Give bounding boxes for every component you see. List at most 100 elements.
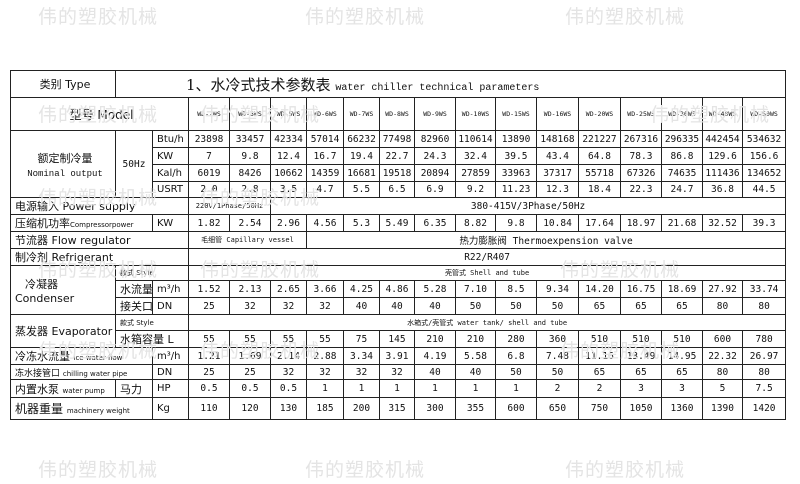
evaporator-style-label: 款式 Style: [115, 314, 189, 331]
pump-cell: 0.5: [188, 379, 230, 398]
condenser-flow-cell: 9.34: [536, 280, 579, 298]
condenser-port-cell: 50: [536, 297, 579, 315]
compressor-cell: 10.84: [536, 214, 579, 232]
condenser-port-unit: DN: [152, 297, 189, 315]
nominal-cell: 24.7: [661, 181, 703, 198]
model-cell: WD-16WS: [536, 97, 579, 131]
tank-cell: 145: [379, 330, 415, 348]
model-cell: WD-40WS: [702, 97, 743, 131]
compressor-cell: 32.52: [702, 214, 743, 232]
nominal-cell: 267316: [620, 130, 662, 148]
nominal-cell: 22.3: [620, 181, 662, 198]
chilling-pipe-cell: 80: [702, 364, 743, 380]
nominal-cell: 148168: [536, 130, 579, 148]
chilling-pipe-cell: 32: [306, 364, 344, 380]
flow-regulator-large: 热力膨胀阀 Thermoexpension valve: [305, 231, 787, 249]
condenser-flow-cell: 33.74: [741, 280, 787, 298]
flow-regulator-label: 节流器 Flow regulator: [10, 231, 189, 249]
tank-cell: 280: [495, 330, 537, 348]
condenser-label-cn: 冷凝器: [25, 277, 58, 291]
nominal-cell: 12.3: [536, 181, 579, 198]
weight-cell: 120: [229, 397, 271, 420]
nominal-cell: 9.8: [229, 147, 271, 165]
nominal-cell: 22.7: [379, 147, 415, 165]
condenser-port-cell: 25: [188, 297, 230, 315]
refrigerant-label: 制冷剂 Refrigerant: [10, 248, 189, 266]
weight-cell: 315: [379, 397, 415, 420]
compressor-cell: 5.49: [379, 214, 415, 232]
weight-cell: 110: [188, 397, 230, 420]
nominal-cell: 64.8: [578, 147, 621, 165]
specs-table: 类别 Type 1、水冷式技术参数表 water chiller technic…: [10, 70, 787, 420]
nominal-unit: Btu/h: [152, 130, 189, 148]
nominal-cell: 39.5: [495, 147, 537, 165]
nominal-cell: 33457: [229, 130, 271, 148]
refrigerant-value: R22/R407: [187, 248, 787, 266]
weight-cell: 300: [414, 397, 456, 420]
chilling-pipe-cell: 25: [229, 364, 271, 380]
chilling-pipe-cell: 40: [414, 364, 456, 380]
condenser-port-cell: 40: [379, 297, 415, 315]
model-label: 型号 Model: [10, 97, 189, 131]
weight-cell: 185: [306, 397, 344, 420]
nominal-cell: 2.8: [229, 181, 271, 198]
chilling-pipe-cell: 50: [536, 364, 579, 380]
condenser-flow-cell: 2.13: [229, 280, 271, 298]
nominal-cell: 110614: [455, 130, 496, 148]
nominal-cell: 20894: [414, 164, 456, 182]
condenser-port-cell: 40: [414, 297, 456, 315]
ice-water-cell: 2.14: [270, 347, 307, 365]
condenser-flow-label: 水流量: [115, 280, 153, 298]
chilling-pipe-cell: 32: [270, 364, 307, 380]
flow-regulator-small: 毛细管 Capillary vessel: [188, 231, 307, 249]
condenser-flow-cell: 2.65: [270, 280, 307, 298]
nominal-cell: 23898: [188, 130, 230, 148]
nominal-unit: USRT: [152, 181, 189, 198]
tank-cell: 780: [741, 330, 787, 348]
pump-label: 内置水泵 water pump: [10, 379, 116, 398]
ice-water-cell: 3.34: [343, 347, 380, 365]
compressor-cell: 5.3: [343, 214, 380, 232]
nominal-cell: 442454: [702, 130, 743, 148]
compressor-cell: 6.35: [414, 214, 456, 232]
condenser-flow-cell: 16.75: [620, 280, 662, 298]
nominal-cell: 3.5: [270, 181, 307, 198]
type-label: 类别 Type: [10, 70, 116, 98]
pump-cell: 0.5: [229, 379, 271, 398]
condenser-flow-cell: 1.52: [188, 280, 230, 298]
nominal-label-en: Nominal output: [27, 168, 103, 179]
nominal-cell: 19518: [379, 164, 415, 182]
nominal-cell: 296335: [661, 130, 703, 148]
pump-unit: HP: [152, 379, 189, 398]
watermark: 伟的塑胶机械: [305, 459, 426, 481]
weight-cell: 130: [270, 397, 307, 420]
nominal-cell: 111436: [702, 164, 743, 182]
nominal-cell: 7: [188, 147, 230, 165]
compressor-cell: 2.96: [270, 214, 307, 232]
condenser-style-value: 壳管式 Shell and tube: [187, 265, 787, 281]
weight-cell: 750: [578, 397, 621, 420]
nominal-cell: 42334: [270, 130, 307, 148]
watermark: 伟的塑胶机械: [565, 6, 686, 28]
nominal-cell: 33963: [495, 164, 537, 182]
compressor-cell: 4.56: [306, 214, 344, 232]
condenser-port-cell: 50: [495, 297, 537, 315]
chilling-pipe-unit: DN: [152, 364, 189, 380]
nominal-cell: 16681: [343, 164, 380, 182]
ice-water-label-cn: 冷冻水流量: [15, 350, 70, 363]
tank-label: 水箱容量 L: [115, 330, 189, 348]
condenser-flow-cell: 27.92: [702, 280, 743, 298]
compressor-unit: KW: [152, 214, 189, 232]
condenser-flow-cell: 4.25: [343, 280, 380, 298]
compressor-cell: 8.82: [455, 214, 496, 232]
ice-water-cell: 5.58: [455, 347, 496, 365]
nominal-cell: 221227: [578, 130, 621, 148]
compressor-label-cn: 压缩机功率: [15, 217, 70, 230]
condenser-port-cell: 32: [229, 297, 271, 315]
nominal-cell: 57014: [306, 130, 344, 148]
model-cell: WD-30WS: [661, 97, 703, 131]
condenser-flow-cell: 7.10: [455, 280, 496, 298]
condenser-flow-unit: m³/h: [152, 280, 189, 298]
ice-water-label-en: ice water flow: [73, 354, 123, 362]
nominal-cell: 129.6: [702, 147, 743, 165]
